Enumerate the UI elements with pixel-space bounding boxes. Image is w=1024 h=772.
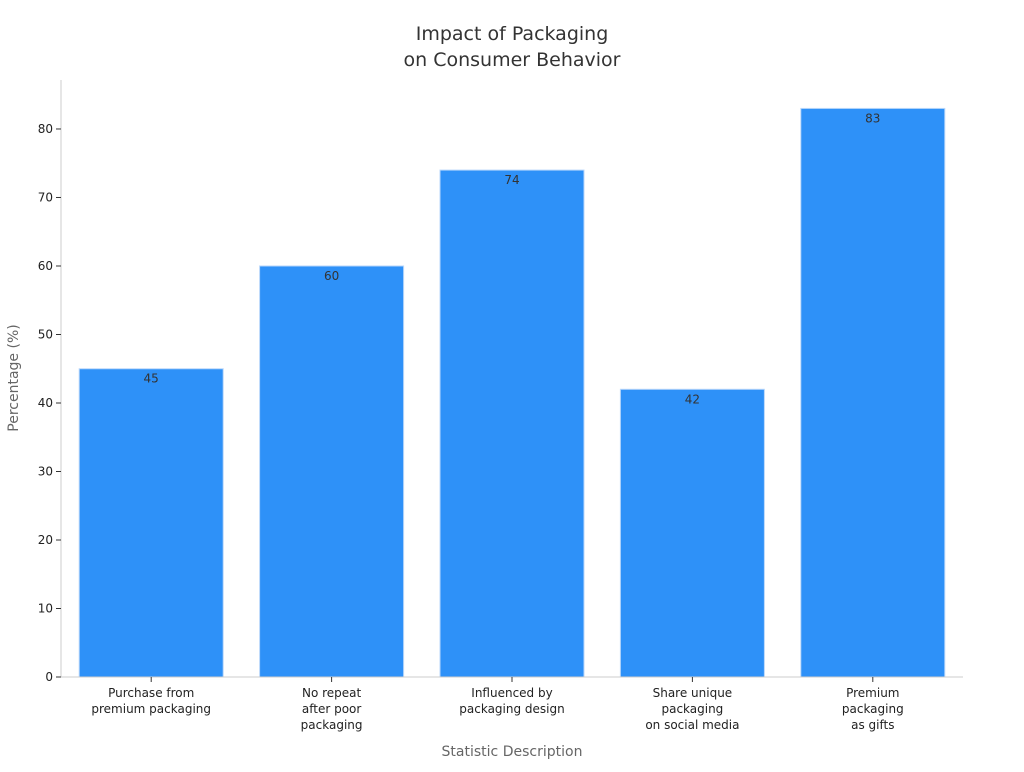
x-axis: Purchase from premium packaging No repeat a… (61, 676, 963, 732)
bar-4 (619, 388, 765, 678)
chart-title: Impact of Packaging on Consumer Behavior (404, 23, 621, 71)
x-tick-label-3: Influenced by packaging design (459, 686, 564, 716)
data-label-4: 42 (685, 392, 700, 406)
x-tick-label-2: No repeat after poor packaging (301, 686, 363, 732)
y-tick-label-40: 40 (38, 396, 53, 410)
data-label-2: 60 (324, 269, 339, 283)
y-axis-title: Percentage (%) (6, 324, 22, 431)
y-axis: 0 10 20 30 40 50 60 70 80 (38, 80, 62, 684)
x-axis-title: Statistic Description (442, 744, 583, 760)
bar-1 (78, 368, 224, 678)
x-tick-label-5: Premium packaging as gifts (842, 686, 904, 732)
bar-2 (259, 265, 405, 678)
y-tick-label-70: 70 (38, 190, 53, 204)
bar-3 (439, 169, 585, 678)
data-label-5: 83 (865, 111, 880, 125)
bar-5 (800, 107, 946, 678)
chart-title-line-1: Impact of Packaging (416, 23, 609, 45)
chart-title-line-2: on Consumer Behavior (404, 49, 621, 71)
data-labels-group: 45 60 74 42 83 (144, 111, 881, 406)
bars-group (78, 107, 946, 678)
y-tick-label-60: 60 (38, 259, 53, 273)
y-tick-label-20: 20 (38, 533, 53, 547)
y-tick-label-50: 50 (38, 327, 53, 341)
y-tick-label-10: 10 (38, 601, 53, 615)
x-tick-label-1: Purchase from premium packaging (91, 686, 211, 716)
x-tick-label-4: Share unique packaging on social media (645, 686, 739, 732)
y-tick-label-80: 80 (38, 122, 53, 136)
y-tick-label-0: 0 (45, 670, 53, 684)
data-label-1: 45 (144, 372, 159, 386)
y-tick-label-30: 30 (38, 464, 53, 478)
data-label-3: 74 (504, 173, 519, 187)
